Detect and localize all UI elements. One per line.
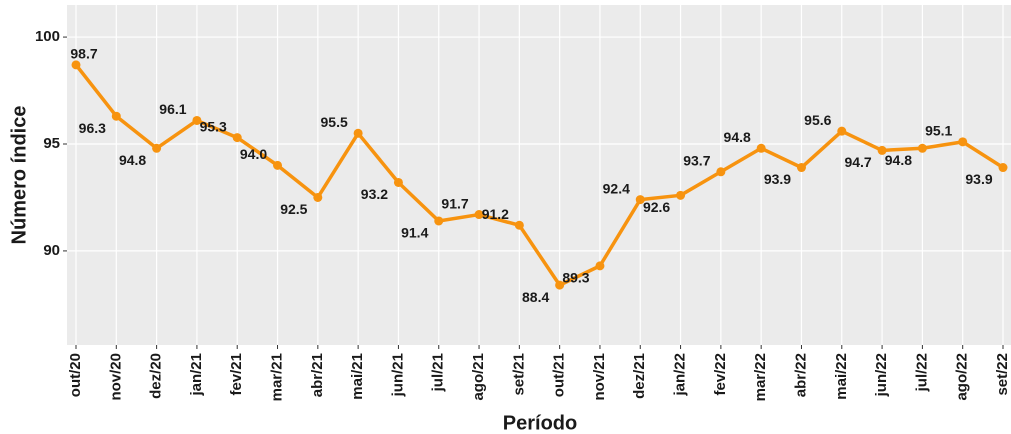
value-label: 98.7 [70,46,97,62]
value-label: 93.9 [965,171,992,187]
point [555,280,565,290]
point [595,261,605,271]
x-tick-label: abr/22 [792,353,809,397]
value-label: 94.8 [885,152,912,168]
x-tick-label: nov/20 [107,353,124,401]
value-label: 91.7 [441,195,468,211]
x-tick-label: dez/20 [148,353,165,399]
point [434,216,444,226]
x-tick-label: fev/21 [228,353,245,396]
x-tick-label: jan/22 [672,353,689,397]
point [958,137,968,147]
point [676,190,686,200]
point [716,167,726,177]
x-tick-label: mar/22 [752,353,769,401]
value-label: 92.4 [603,180,630,196]
y-tick-label: 90 [43,242,60,259]
value-label: 92.5 [280,201,307,217]
x-tick-label: out/20 [67,353,84,397]
point [837,126,847,136]
value-label: 95.3 [200,118,227,134]
line [74,63,1004,287]
x-tick-label: jun/22 [873,353,890,397]
x-axis-title: Período [503,412,577,434]
x-tick-label: set/22 [994,353,1011,396]
value-label: 95.5 [321,114,348,130]
x-tick-label: ago/22 [954,353,971,401]
x-tick-label: jan/21 [188,353,205,397]
point [877,145,887,155]
value-label: 94.7 [844,154,871,170]
value-label: 96.3 [79,120,106,136]
value-label: 89.3 [562,270,589,286]
value-label: 92.6 [643,199,670,215]
y-tick-label: 100 [35,28,60,45]
plot-panel [67,5,1011,345]
point [273,160,283,170]
value-label: 93.9 [764,171,791,187]
point [474,210,484,220]
x-tick-label: set/21 [510,353,527,396]
point [192,115,202,125]
value-label: 88.4 [522,289,549,305]
x-tick-label: mar/21 [268,353,285,401]
point [313,192,323,202]
point [71,60,81,70]
y-tick-label: 95 [43,135,60,152]
point [917,143,927,153]
value-label: 93.7 [683,152,710,168]
point [393,177,403,187]
point [152,143,162,153]
value-label: 93.2 [361,186,388,202]
point [998,163,1008,173]
point [232,133,242,143]
x-tick-label: fev/22 [712,353,729,396]
value-label: 94.8 [724,129,751,145]
value-label: 94.8 [119,152,146,168]
x-tick-label: jul/22 [913,353,930,392]
y-axis-title: Número índice [8,106,30,245]
value-label: 91.2 [482,206,509,222]
x-tick-label: mai/21 [349,353,366,400]
point [353,128,363,138]
x-tick-label: mai/22 [833,353,850,400]
value-label: 95.1 [925,123,952,139]
point [514,220,524,230]
x-tick-label: jul/21 [430,353,447,392]
x-tick-label: nov/21 [591,353,608,401]
value-label: 95.6 [804,112,831,128]
point [796,163,806,173]
x-tick-label: dez/21 [631,353,648,399]
x-tick-label: out/21 [551,353,568,397]
value-label: 94.0 [240,146,267,162]
value-label: 96.1 [159,101,186,117]
x-tick-label: ago/21 [470,353,487,401]
value-label: 91.4 [401,225,428,241]
point [111,111,121,121]
x-tick-label: abr/21 [309,353,326,397]
x-tick-label: jun/21 [389,353,406,397]
point [635,195,645,205]
point [756,143,766,153]
